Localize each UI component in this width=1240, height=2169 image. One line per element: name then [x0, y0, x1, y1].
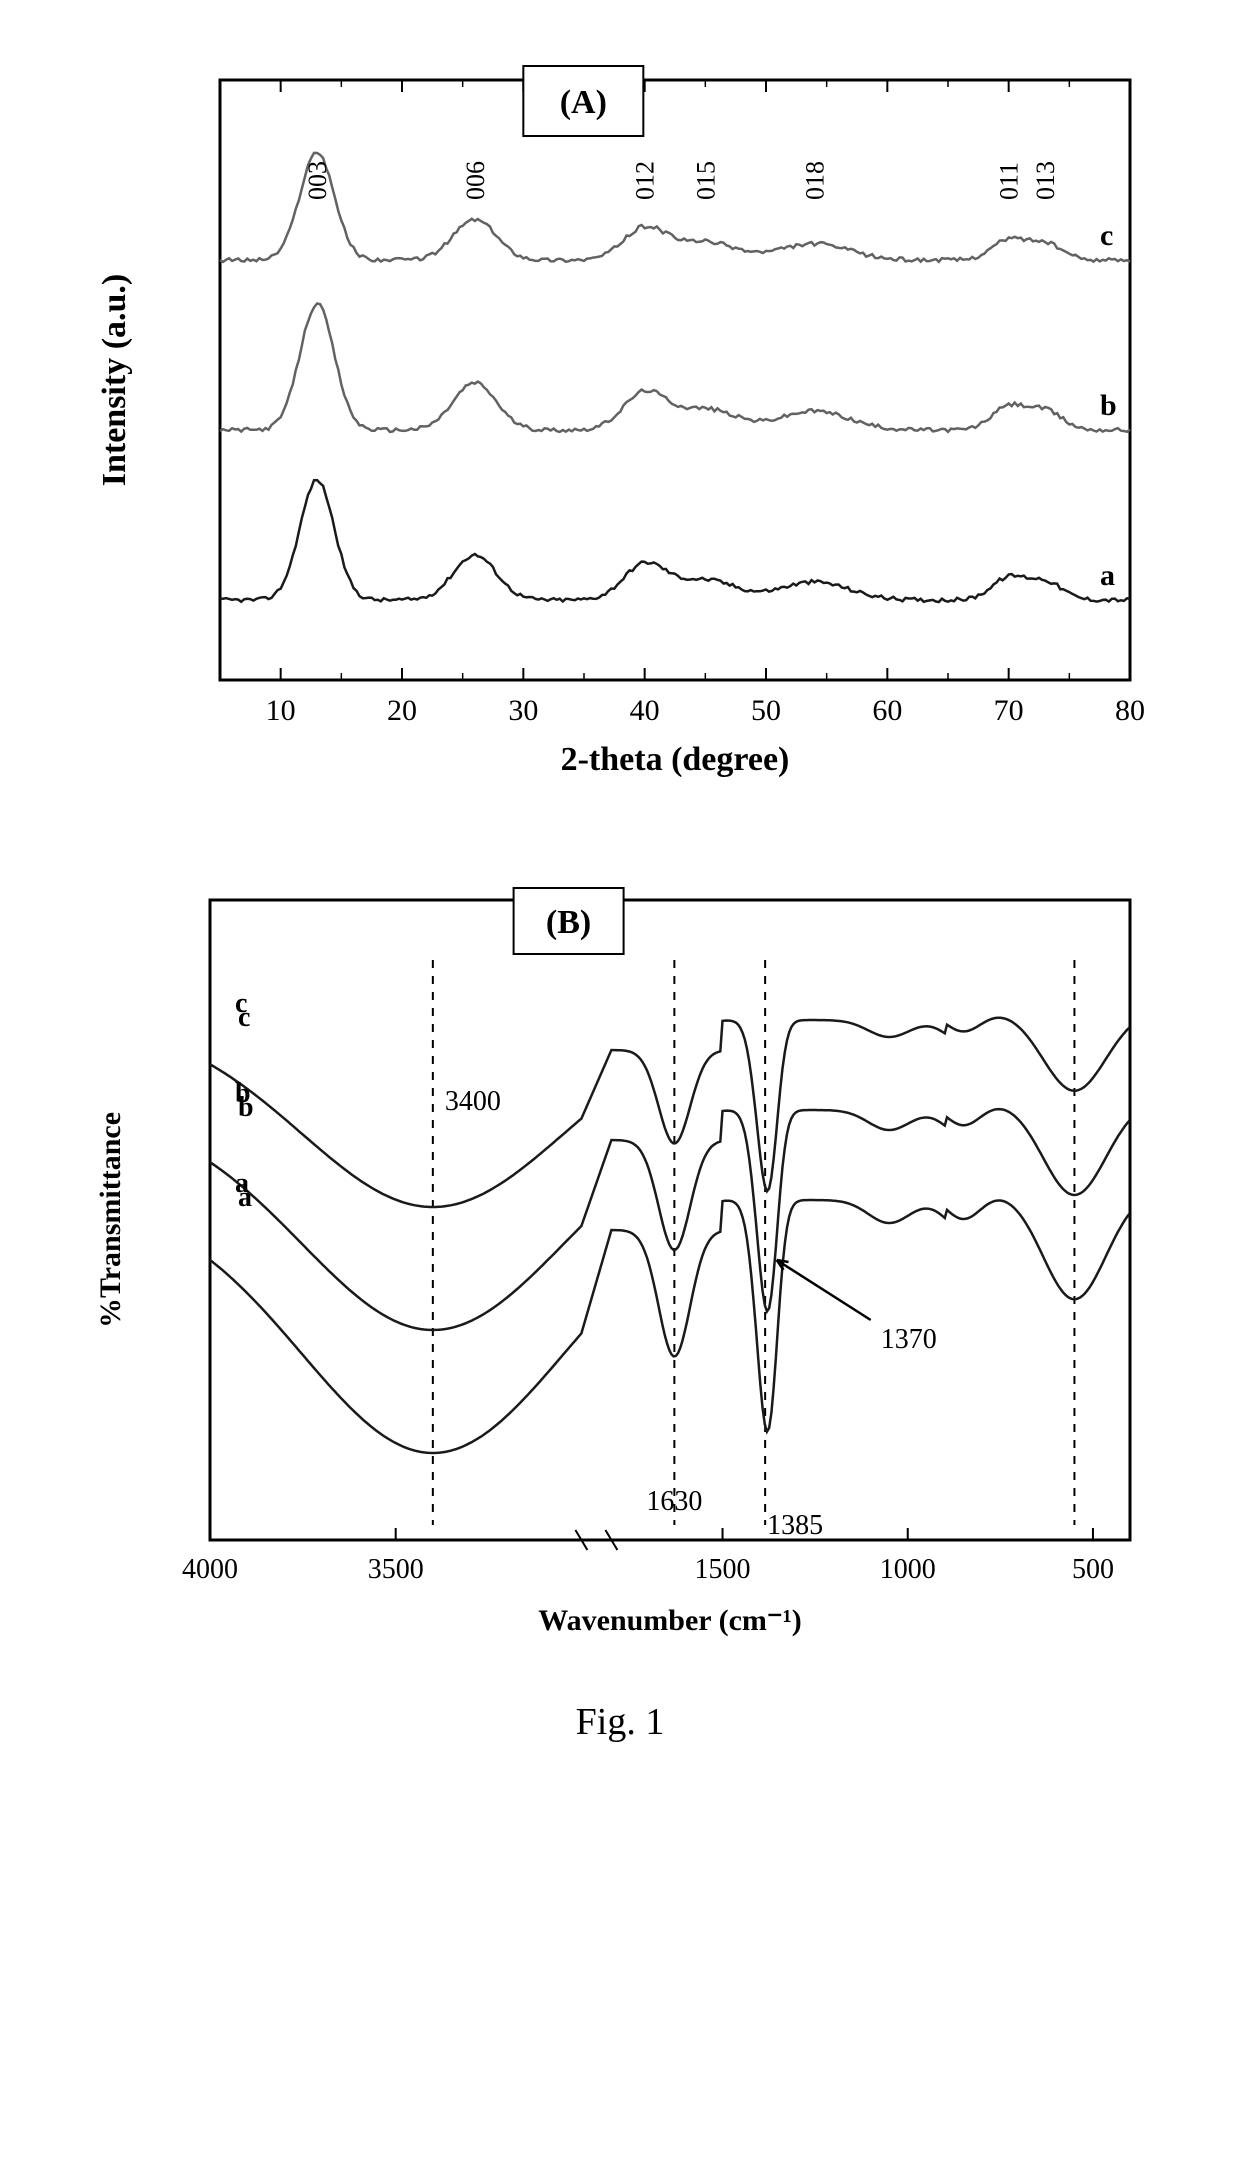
svg-text:500: 500: [1072, 1554, 1114, 1585]
svg-text:012: 012: [631, 161, 660, 200]
svg-text:70: 70: [994, 694, 1024, 727]
svg-text:1385: 1385: [767, 1510, 823, 1541]
svg-text:3500: 3500: [368, 1554, 424, 1585]
panel-a: 10 20 30 40 50 60 70 80 2-theta (degree) Intensit…: [70, 20, 1170, 800]
svg-text:3400: 3400: [445, 1086, 501, 1117]
svg-text:60: 60: [872, 694, 902, 727]
svg-text:006: 006: [461, 161, 490, 200]
panel-b-svg: 4000 3500 1500 1000 500 Wavenumber (cm⁻¹) %Tra…: [70, 840, 1170, 1660]
svg-text:a: a: [1100, 559, 1115, 592]
figure-caption: Fig. 1: [70, 1700, 1170, 1744]
svg-text:a: a: [235, 1168, 249, 1199]
svg-text:015: 015: [691, 161, 720, 200]
svg-text:011: 011: [995, 162, 1024, 200]
svg-text:Intensity (a.u.): Intensity (a.u.): [96, 274, 133, 487]
svg-text:1500: 1500: [695, 1554, 751, 1585]
svg-text:013: 013: [1031, 161, 1060, 200]
svg-text:c: c: [1100, 219, 1113, 252]
svg-text:%Transmittance: %Transmittance: [94, 1112, 127, 1328]
svg-text:b: b: [235, 1078, 251, 1109]
panel-b: 4000 3500 1500 1000 500 Wavenumber (cm⁻¹) %Tra…: [70, 840, 1170, 1660]
svg-text:1370: 1370: [881, 1324, 937, 1355]
svg-text:b: b: [1100, 389, 1117, 422]
svg-text:10: 10: [266, 694, 296, 727]
figure-1: 10 20 30 40 50 60 70 80 2-theta (degree) Intensit…: [70, 20, 1170, 1744]
panel-a-svg: 10 20 30 40 50 60 70 80 2-theta (degree) Intensit…: [70, 20, 1170, 800]
svg-text:Wavenumber (cm⁻¹): Wavenumber (cm⁻¹): [538, 1604, 801, 1637]
svg-text:018: 018: [801, 161, 830, 200]
svg-text:(A): (A): [560, 84, 607, 121]
svg-text:003: 003: [303, 161, 332, 200]
svg-text:80: 80: [1115, 694, 1145, 727]
svg-text:2-theta (degree): 2-theta (degree): [561, 741, 790, 778]
svg-text:4000: 4000: [182, 1554, 238, 1585]
svg-text:20: 20: [387, 694, 417, 727]
svg-text:c: c: [235, 988, 247, 1019]
svg-text:30: 30: [508, 694, 538, 727]
svg-text:(B): (B): [546, 904, 591, 941]
svg-text:40: 40: [630, 694, 660, 727]
svg-text:1630: 1630: [646, 1486, 702, 1517]
svg-text:50: 50: [751, 694, 781, 727]
svg-text:1000: 1000: [880, 1554, 936, 1585]
